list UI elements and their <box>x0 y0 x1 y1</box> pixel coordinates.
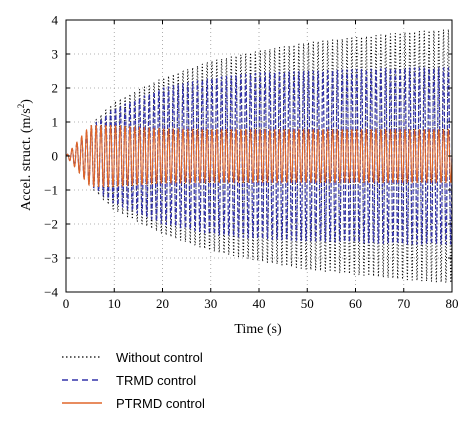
y-axis-title: Accel. struct. (m/s2) <box>16 99 34 211</box>
legend-label-without-control: Without control <box>116 350 203 365</box>
x-tick-label: 20 <box>156 296 169 311</box>
y-axis-title-close: ) <box>19 99 34 104</box>
legend-label-ptrmd-control: PTRMD control <box>116 396 205 411</box>
x-axis-title: Time (s) <box>234 322 282 337</box>
y-axis-title-superscript: 2 <box>16 104 26 109</box>
axis-ticks: 0 10 20 30 40 50 60 70 80 −4 −3 −2 −1 0 1 2 3 4 <box>44 13 458 312</box>
x-tick-label: 70 <box>397 296 410 311</box>
y-tick-label: 4 <box>52 13 59 28</box>
y-tick-label: −2 <box>44 217 58 232</box>
y-tick-label: 0 <box>52 149 59 164</box>
y-tick-label: 3 <box>52 47 59 62</box>
y-tick-label: 2 <box>52 81 59 96</box>
y-tick-label: 1 <box>52 115 59 130</box>
series-line-ptrmd-control <box>65 125 453 187</box>
x-tick-label: 10 <box>108 296 121 311</box>
y-tick-label: −3 <box>44 251 58 266</box>
y-axis-title-main: Accel. struct. (m/s <box>19 108 34 211</box>
x-tick-label: 0 <box>63 296 70 311</box>
y-tick-label: −4 <box>44 285 58 300</box>
x-tick-label: 60 <box>349 296 362 311</box>
x-tick-label: 80 <box>446 296 459 311</box>
x-tick-label: 50 <box>301 296 314 311</box>
x-tick-label: 30 <box>204 296 217 311</box>
y-tick-label: −1 <box>44 183 58 198</box>
legend-label-trmd-control: TRMD control <box>116 373 196 388</box>
x-tick-label: 40 <box>253 296 266 311</box>
legend: Without control TRMD control PTRMD contr… <box>62 350 205 411</box>
series-layer <box>65 28 453 284</box>
